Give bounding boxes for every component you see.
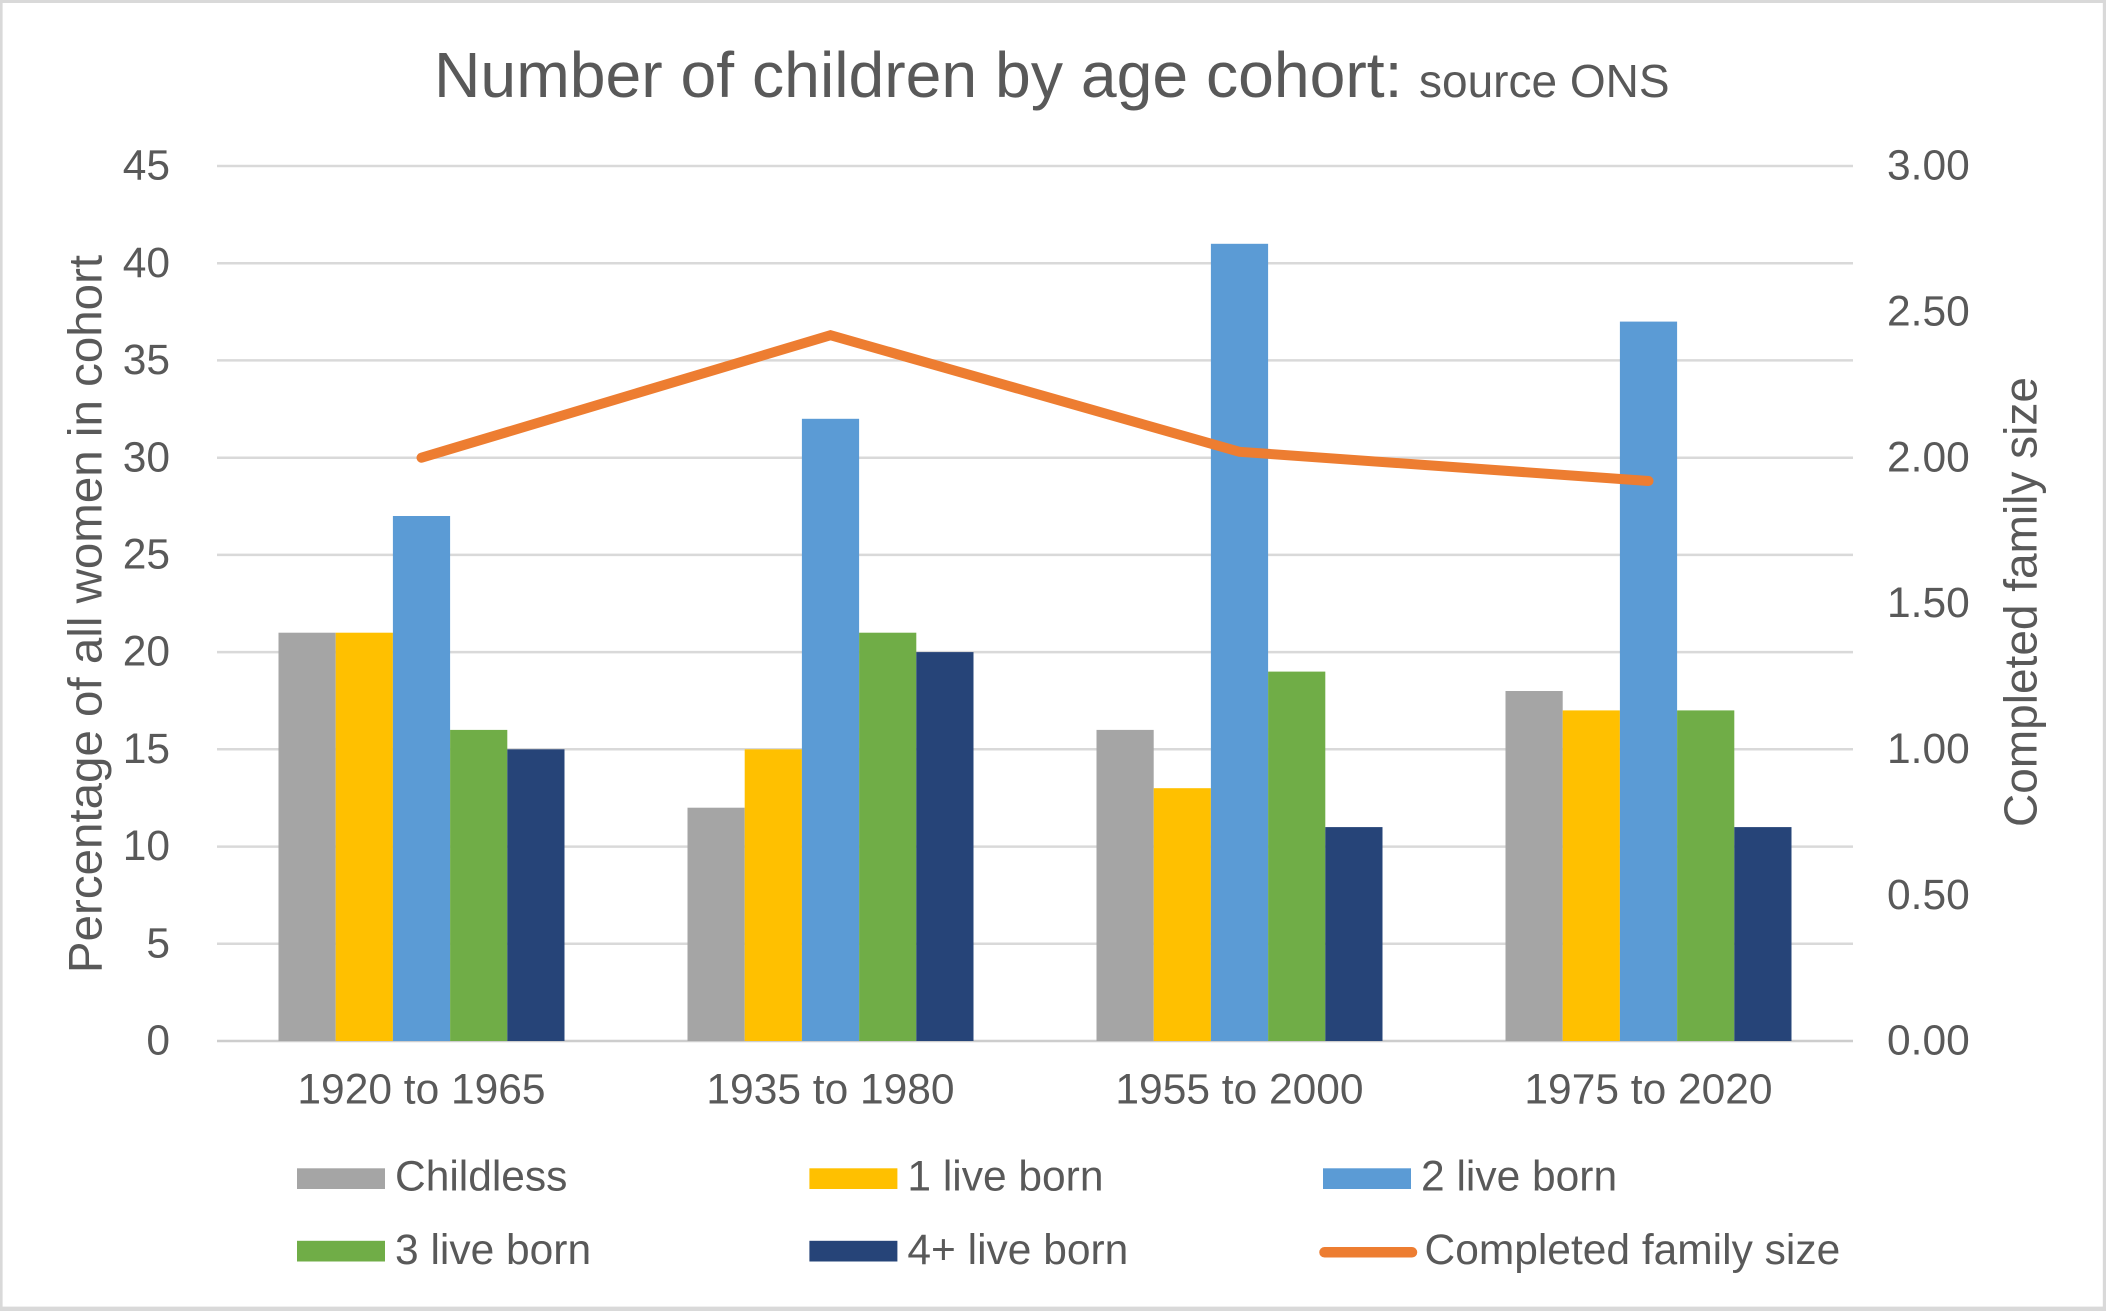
svg-text:1975 to 2020: 1975 to 2020 (1524, 1066, 1772, 1113)
svg-text:10: 10 (123, 823, 170, 870)
svg-text:35: 35 (123, 337, 170, 384)
svg-text:3 live born: 3 live born (395, 1227, 591, 1274)
svg-text:1.50: 1.50 (1887, 580, 1970, 627)
svg-text:0.00: 0.00 (1887, 1018, 1970, 1065)
svg-text:1 live born: 1 live born (907, 1154, 1103, 1201)
svg-text:3.00: 3.00 (1887, 143, 1970, 190)
svg-text:20: 20 (123, 629, 170, 676)
svg-text:1.00: 1.00 (1887, 726, 1970, 773)
svg-text:45: 45 (123, 143, 170, 190)
svg-text:1935 to 1980: 1935 to 1980 (706, 1066, 954, 1113)
svg-text:0.50: 0.50 (1887, 872, 1970, 919)
svg-text:40: 40 (123, 240, 170, 287)
svg-text:15: 15 (123, 726, 170, 773)
svg-text:2.00: 2.00 (1887, 434, 1970, 481)
svg-text:30: 30 (123, 434, 170, 481)
svg-text:Childless: Childless (395, 1154, 567, 1201)
svg-text:Percentage of all women in coh: Percentage of all women in cohort (60, 255, 113, 973)
svg-text:1955 to 2000: 1955 to 2000 (1115, 1066, 1363, 1113)
svg-text:source ONS: source ONS (1419, 55, 1670, 107)
svg-text:25: 25 (123, 532, 170, 579)
svg-text:2.50: 2.50 (1887, 288, 1970, 335)
svg-text:1920 to 1965: 1920 to 1965 (297, 1066, 545, 1113)
svg-text:2 live born: 2 live born (1421, 1154, 1617, 1201)
svg-text:5: 5 (146, 920, 170, 967)
svg-text:4+ live born: 4+ live born (907, 1227, 1128, 1274)
svg-text:Number of children by age coho: Number of children by age cohort: (434, 39, 1403, 111)
svg-text:0: 0 (146, 1018, 170, 1065)
svg-text:Completed family size: Completed family size (1425, 1227, 1841, 1274)
svg-text:Completed family size: Completed family size (1995, 377, 2047, 827)
